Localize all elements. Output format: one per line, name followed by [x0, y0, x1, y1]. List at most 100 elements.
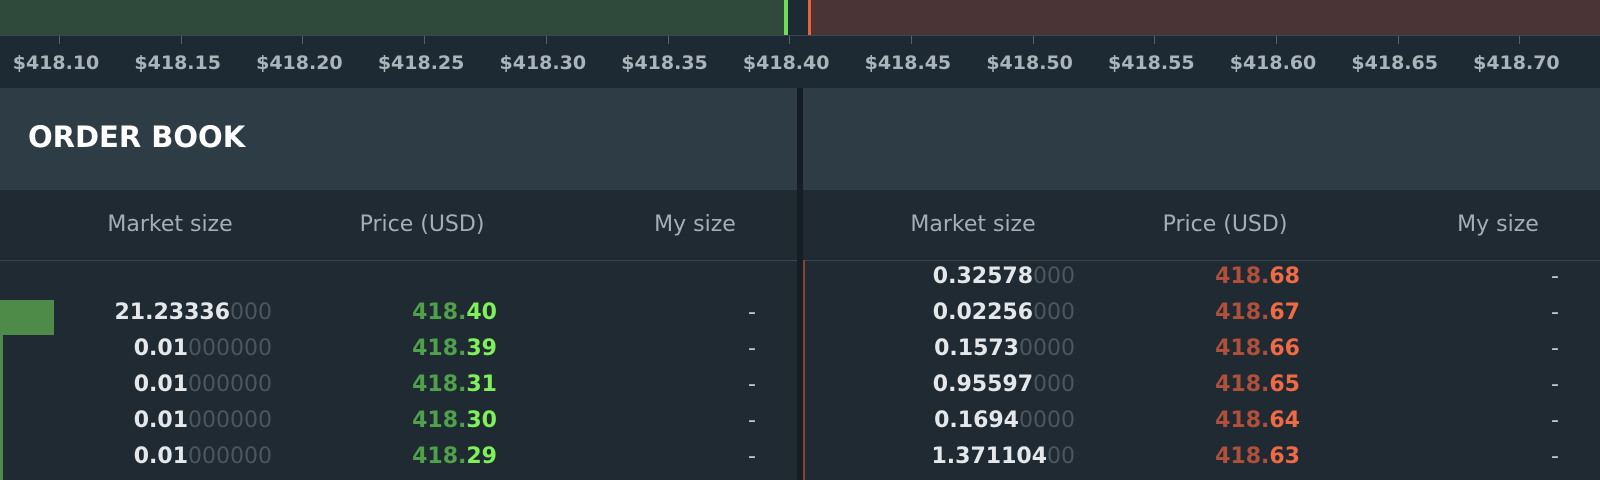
bid-depth	[0, 0, 785, 35]
size-padding: 000000	[188, 408, 272, 433]
my-size: -	[748, 444, 756, 469]
market-size: 0.95597000	[933, 372, 1075, 397]
my-size: -	[1551, 408, 1559, 433]
order-row: 0.02256000 418.67 -	[803, 296, 1600, 332]
axis-tick	[302, 36, 304, 44]
my-size: -	[1551, 264, 1559, 289]
size-value: 0.32578	[932, 264, 1033, 289]
column-label: Market size	[910, 212, 1036, 237]
ask-line	[803, 260, 805, 480]
price-tail: 67	[1269, 300, 1300, 325]
axis-tick	[1032, 36, 1034, 44]
price-tail: 65	[1269, 372, 1300, 397]
market-size: 1.37110400	[931, 444, 1075, 469]
market-size: 0.16940000	[934, 408, 1075, 433]
panel-title: ORDER BOOK	[28, 120, 246, 154]
price-head: 418.	[412, 372, 467, 397]
order-row: 1.37110400 418.63 -	[803, 440, 1600, 476]
size-value: 0.1573	[934, 336, 1019, 361]
price-head: 418.	[1215, 336, 1270, 361]
price: 418.64	[1215, 408, 1300, 433]
size-padding: 0000	[1019, 408, 1075, 433]
price-head: 418.	[412, 300, 467, 325]
axis-tick-label: $418.40	[742, 52, 830, 74]
price-head: 418.	[412, 444, 467, 469]
column-label: My size	[1457, 212, 1539, 237]
price-head: 418.	[1215, 444, 1270, 469]
my-size: -	[748, 408, 756, 433]
price-tail: 68	[1269, 264, 1300, 289]
size-value: 1.371104	[931, 444, 1047, 469]
my-size: -	[748, 336, 756, 361]
price-head: 418.	[1215, 372, 1270, 397]
ask-edge	[808, 0, 811, 35]
axis-tick	[424, 36, 426, 44]
market-size: 0.15730000	[934, 336, 1075, 361]
axis-tick	[910, 36, 912, 44]
axis-tick-label: $418.30	[499, 52, 587, 74]
bid-size-bar	[0, 300, 54, 335]
axis-tick	[667, 36, 669, 44]
price: 418.68	[1215, 264, 1300, 289]
asks-panel: Market size Price (USD) My size 0.32578000…	[803, 88, 1600, 480]
price-tail: 39	[466, 336, 497, 361]
column-label: My size	[654, 212, 736, 237]
my-size: -	[1551, 336, 1559, 361]
price-head: 418.	[1215, 408, 1270, 433]
price-tail: 30	[466, 408, 497, 433]
axis-tick-label: $418.25	[377, 52, 465, 74]
size-value: 21.23336	[114, 300, 230, 325]
my-size: -	[748, 300, 756, 325]
price-tail: 29	[466, 444, 497, 469]
axis-tick-label: $418.55	[1108, 52, 1195, 74]
price: 418.63	[1215, 444, 1300, 469]
ask-depth	[810, 0, 1600, 35]
size-padding: 0000	[1019, 336, 1075, 361]
axis-tick-label: $418.35	[621, 52, 708, 74]
column-label: Price (USD)	[1162, 212, 1288, 237]
price-head: 418.	[1215, 300, 1270, 325]
order-row: 0.32578000 418.68 -	[803, 260, 1600, 296]
order-row: 0.01000000 418.30 -	[0, 404, 797, 440]
axis-tick	[545, 36, 547, 44]
divider	[797, 88, 803, 480]
price-head: 418.	[412, 336, 467, 361]
market-size: 0.02256000	[933, 300, 1075, 325]
axis-tick-label: $418.50	[986, 52, 1073, 74]
size-value: 0.02256	[932, 300, 1033, 325]
market-size: 0.01000000	[134, 336, 272, 361]
price: 418.31	[412, 372, 497, 397]
axis-tick	[59, 36, 60, 44]
order-row: 0.01000000 418.39 -	[0, 332, 797, 368]
order-row: 0.16940000 418.64 -	[803, 404, 1600, 440]
size-value: 0.01	[133, 336, 189, 361]
order-row: 0.95597000 418.65 -	[803, 368, 1600, 404]
column-label: Price (USD)	[359, 212, 485, 237]
price-head: 418.	[1215, 264, 1270, 289]
axis-tick	[1276, 36, 1277, 44]
price: 418.66	[1215, 336, 1300, 361]
price: 418.40	[412, 300, 497, 325]
price-tail: 63	[1269, 444, 1300, 469]
order-row: 0.01000000 418.31 -	[0, 368, 797, 404]
market-size: 0.32578000	[933, 264, 1075, 289]
size-value: 0.1694	[934, 408, 1019, 433]
depth-axis: $418.10 $418.15 $418.20 $418.25 $418.30 $418.…	[0, 35, 1600, 86]
price-tail: 66	[1269, 336, 1300, 361]
order-row: 0.15730000 418.66 -	[803, 332, 1600, 368]
size-value: 0.95597	[932, 372, 1033, 397]
axis-tick-label: $418.45	[864, 52, 952, 74]
axis-tick-label: $418.65	[1351, 52, 1438, 74]
price-head: 418.	[412, 408, 467, 433]
axis-tick	[180, 36, 182, 44]
column-header: Market size Price (USD) My size	[0, 190, 797, 261]
price-tail: 40	[466, 300, 497, 325]
price: 418.65	[1215, 372, 1300, 397]
my-size: -	[1551, 372, 1559, 397]
size-padding: 00	[1047, 444, 1075, 469]
axis-tick	[789, 36, 791, 44]
axis-tick-label: $418.15	[134, 52, 221, 74]
price-tail: 31	[466, 372, 497, 397]
price-tail: 64	[1269, 408, 1300, 433]
